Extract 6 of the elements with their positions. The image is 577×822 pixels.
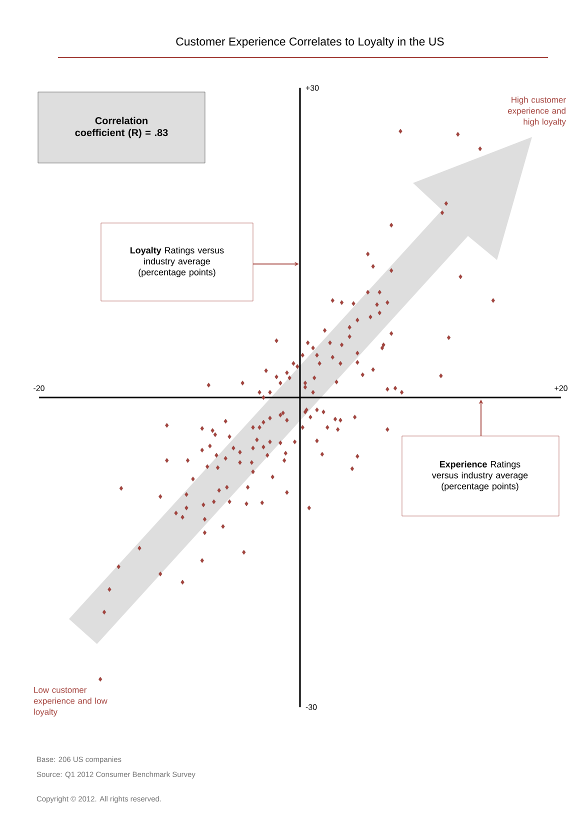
y-axis-title: Loyalty Ratings versus industry average (percentage points) <box>130 246 224 278</box>
annotation: High customer experience and high loyalty <box>508 96 566 126</box>
annotation: Correlation coefficient (R) = .83 <box>75 116 168 138</box>
x-axis-title: Experience Ratings versus industry average (percentage points) <box>432 460 528 492</box>
annotation: Low customer experience and low loyalty <box>34 687 108 717</box>
chart-title: Customer Experience Correlates to Loyalty in the US <box>176 37 444 48</box>
